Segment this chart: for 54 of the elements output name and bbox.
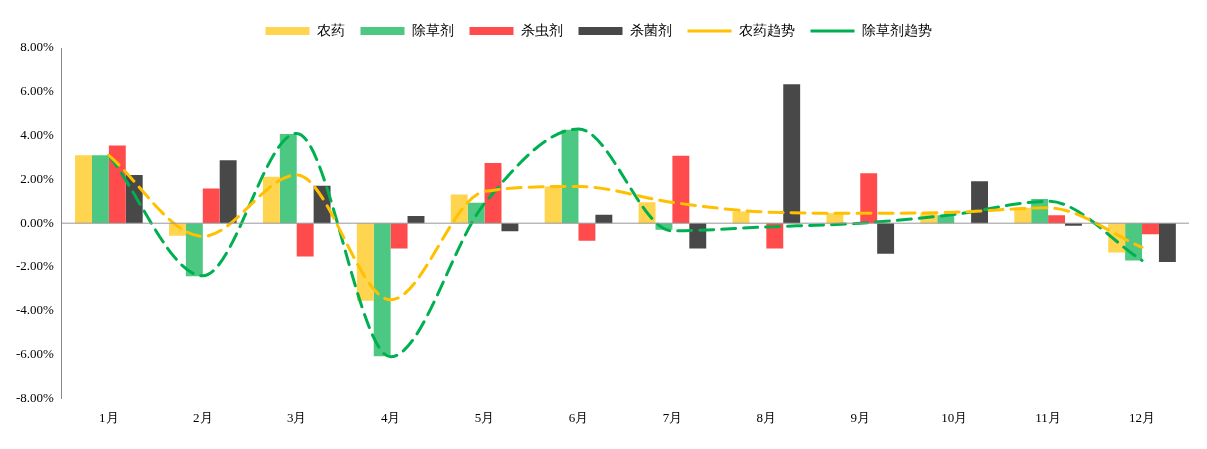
bar xyxy=(544,186,562,224)
y-tick-label: 4.00% xyxy=(20,127,55,143)
x-tick-label: 11月 xyxy=(1035,409,1061,425)
legend-label: 杀菌剂 xyxy=(629,22,672,38)
y-tick-label: -6.00% xyxy=(15,346,55,362)
bar xyxy=(971,181,988,224)
bar xyxy=(91,155,109,224)
bar xyxy=(1142,223,1159,235)
y-tick-label: -4.00% xyxy=(15,302,55,318)
bar xyxy=(75,155,92,224)
x-tick-label: 1月 xyxy=(99,409,119,425)
bar xyxy=(1048,215,1066,224)
y-tick-label: 8.00% xyxy=(20,39,55,55)
x-tick-label: 4月 xyxy=(380,409,401,425)
legend-label: 杀虫剂 xyxy=(520,22,563,38)
bar xyxy=(390,223,408,249)
legend-label: 农药 xyxy=(316,22,345,38)
x-tick-label: 12月 xyxy=(1129,409,1156,425)
bar xyxy=(108,145,126,224)
bar xyxy=(1158,223,1176,262)
bar xyxy=(202,188,220,224)
x-tick-label: 3月 xyxy=(286,409,307,425)
legend-label: 除草剂 xyxy=(411,22,454,38)
line-series xyxy=(107,153,1144,302)
x-tick-label: 9月 xyxy=(850,409,871,425)
bar xyxy=(877,223,895,254)
x-tick-label: 5月 xyxy=(474,409,495,425)
bar xyxy=(279,134,297,224)
bar xyxy=(595,214,613,224)
bar xyxy=(296,223,314,257)
bar xyxy=(783,84,801,224)
bar xyxy=(356,223,374,301)
bar xyxy=(578,223,596,241)
line-series xyxy=(107,127,1144,359)
y-tick-label: -8.00% xyxy=(15,389,55,405)
y-tick-label: 6.00% xyxy=(20,83,55,99)
y-tick-label: 2.00% xyxy=(20,170,55,186)
x-tick-label: 7月 xyxy=(662,409,683,425)
legend-label: 农药趋势 xyxy=(738,22,795,38)
bar xyxy=(860,173,878,224)
x-tick-label: 8月 xyxy=(756,409,777,425)
x-tick-label: 2月 xyxy=(193,409,213,425)
x-tick-label: 6月 xyxy=(568,409,589,425)
y-tick-label: -2.00% xyxy=(15,258,55,274)
bar xyxy=(373,223,391,357)
bar xyxy=(672,155,690,224)
bar xyxy=(732,211,750,224)
x-tick-label: 10月 xyxy=(941,409,968,425)
bar xyxy=(561,129,579,224)
bar xyxy=(219,160,237,224)
bar xyxy=(262,176,280,224)
bar xyxy=(407,215,425,224)
y-tick-label: 0.00% xyxy=(20,214,55,230)
legend-label: 除草剂趋势 xyxy=(861,22,932,38)
